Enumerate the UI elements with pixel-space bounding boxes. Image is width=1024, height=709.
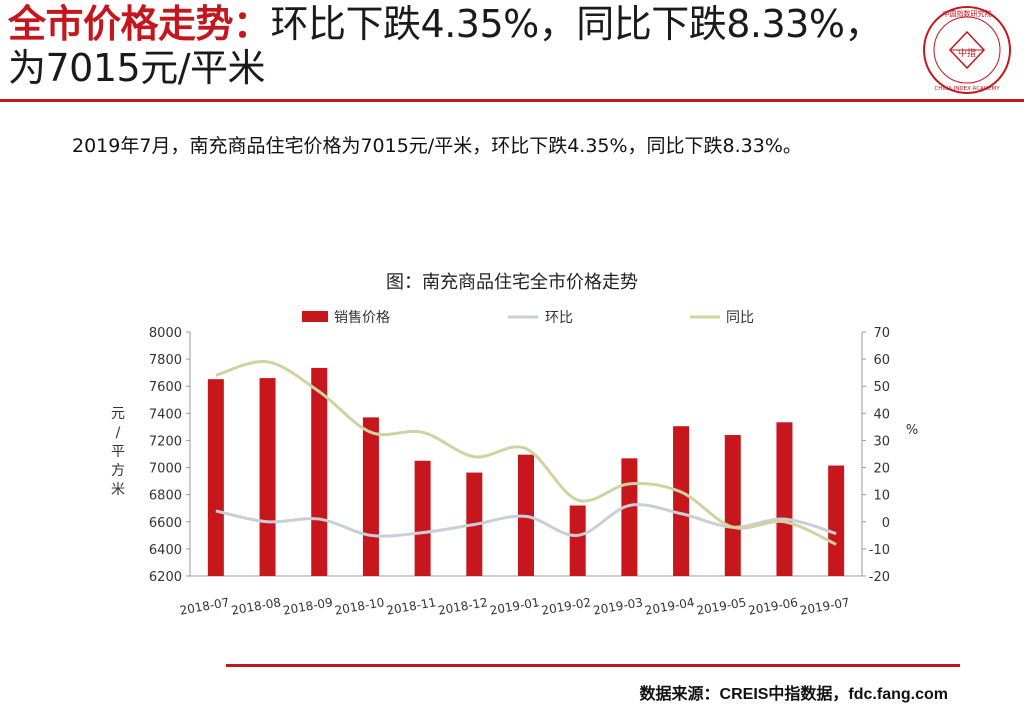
y-tick-label: 6400 xyxy=(149,543,182,558)
y-tick-label: 7000 xyxy=(149,462,182,477)
x-tick-label: 2018-09 xyxy=(282,595,334,617)
y-tick-label: 8000 xyxy=(149,326,182,341)
chart-title: 图：南充商品住宅全市价格走势 xyxy=(386,272,638,293)
y2-tick-label: 50 xyxy=(873,380,890,395)
x-tick-label: 2018-07 xyxy=(179,595,231,617)
y2-tick-label: 10 xyxy=(873,489,890,504)
price-bar xyxy=(311,367,328,576)
y-tick-label: 7200 xyxy=(149,434,182,449)
title-divider xyxy=(0,99,1024,102)
x-tick-label: 2019-02 xyxy=(540,595,592,617)
y2-tick-label: 60 xyxy=(873,353,890,368)
y2-tick-label: 40 xyxy=(873,407,890,422)
x-tick-label: 2018-11 xyxy=(385,595,437,617)
y2-tick-label: 70 xyxy=(873,326,890,341)
y2-tick-label: -10 xyxy=(869,543,890,558)
y2-tick-label: 20 xyxy=(873,462,890,477)
logo-text-top: 中国指数研究院 xyxy=(943,9,992,18)
x-tick-label: 2018-12 xyxy=(437,595,489,617)
y-axis-label: 元 / 平方米 xyxy=(111,406,125,498)
price-bar xyxy=(362,417,379,576)
page-title: 全市价格走势：环比下跌4.35%，同比下跌8.33%，为7015元/平米 xyxy=(8,2,888,90)
price-bar xyxy=(776,422,793,576)
y-tick-label: 6800 xyxy=(149,489,182,504)
yoy-line xyxy=(215,360,837,546)
title-prefix: 全市价格走势： xyxy=(8,2,271,46)
y-tick-label: 7800 xyxy=(149,353,182,368)
y2-tick-label: 30 xyxy=(873,434,890,449)
x-tick-label: 2019-01 xyxy=(489,595,541,617)
y-label-char: 平 xyxy=(111,444,125,460)
china-index-academy-logo: 中国指数研究院 中指 CHINA INDEX ACADEMY xyxy=(918,4,1016,96)
price-bar xyxy=(259,378,276,576)
summary-text: 2019年7月，南充商品住宅价格为7015元/平米，环比下跌4.35%，同比下跌… xyxy=(72,135,802,157)
y-tick-label: 6600 xyxy=(149,516,182,531)
y-label-char: 元 xyxy=(111,406,125,422)
x-tick-label: 2019-04 xyxy=(644,595,696,617)
y2-axis-label: % xyxy=(906,423,918,438)
y-label-char: 方 xyxy=(111,463,125,479)
x-tick-label: 2019-06 xyxy=(747,595,799,617)
y-tick-label: 6200 xyxy=(149,570,182,585)
chart-legend: 销售价格 环比 同比 xyxy=(302,310,754,326)
y-tick-label: 7400 xyxy=(149,407,182,422)
source-divider xyxy=(226,664,960,667)
legend-label-price: 销售价格 xyxy=(334,310,390,326)
title-main: 环比下跌4.35%，同比下跌8.33%，为7015元/平米 xyxy=(8,2,882,90)
x-tick-label: 2018-08 xyxy=(230,595,282,617)
legend-label-yoy: 同比 xyxy=(726,310,754,326)
price-bar xyxy=(569,505,586,576)
data-source: 数据来源：CREIS中指数据，fdc.fang.com xyxy=(639,686,948,703)
x-tick-label: 2019-05 xyxy=(695,595,747,617)
y2-tick-label: 0 xyxy=(882,516,890,531)
y-tick-label: 7600 xyxy=(149,380,182,395)
price-bar xyxy=(621,458,638,576)
logo-text-bottom: CHINA INDEX ACADEMY xyxy=(934,86,1000,92)
y-label-char: / xyxy=(116,425,121,441)
y2-tick-label: -20 xyxy=(869,570,890,585)
x-tick-label: 2019-03 xyxy=(592,595,644,617)
price-bar xyxy=(207,379,224,576)
price-bar xyxy=(414,460,431,576)
plot-area: 6200 6400 6600 6800 7000 7200 7400 7600 7800 8000… xyxy=(149,326,890,618)
price-bar xyxy=(673,426,690,576)
x-tick-label: 2018-10 xyxy=(334,595,386,617)
price-bar xyxy=(828,465,845,576)
y-label-char: 米 xyxy=(111,482,125,498)
logo-center-text: 中指 xyxy=(958,47,976,59)
legend-label-mom: 环比 xyxy=(545,310,573,326)
x-tick-label: 2019-07 xyxy=(799,595,851,617)
price-bar xyxy=(724,435,741,576)
legend-swatch-price xyxy=(302,311,328,322)
